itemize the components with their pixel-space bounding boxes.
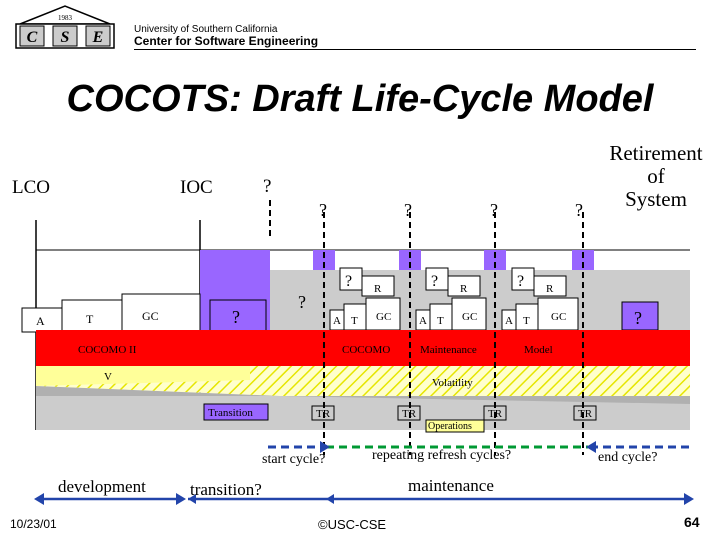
end-question: ?: [634, 308, 642, 328]
cycle-question-2: ?: [404, 200, 412, 220]
lco-label: LCO: [12, 177, 50, 198]
operations-top-slope: [36, 386, 690, 404]
footer-page-number: 64: [684, 514, 700, 530]
transition-label: Transition: [208, 407, 253, 419]
cycle-1-r-box: [361, 275, 395, 297]
cycle-3-t: T: [523, 315, 530, 327]
tr-label-4: TR: [578, 408, 593, 420]
end-cycle-label: end cycle?: [598, 450, 658, 465]
cycle-3-a: A: [505, 315, 513, 327]
model-label: Model: [524, 344, 553, 356]
logo-year: 1983: [58, 14, 73, 22]
cycle-2-a: A: [419, 315, 427, 327]
dev-box-t-label: T: [86, 312, 94, 326]
cycle-2-gc-box: [451, 297, 487, 331]
cycle-3-r-box: [533, 275, 567, 297]
cycle-1-pre-question: ?: [298, 292, 306, 312]
cycle-2-question: ?: [431, 273, 438, 290]
cycle-3-gc: GC: [551, 311, 566, 323]
volatility-label: Volatility: [432, 377, 473, 389]
repeating-cycles-label: repeating refresh cycles?: [372, 448, 512, 463]
footer-date: 10/23/01: [10, 517, 57, 531]
cycle-question-4: ?: [575, 200, 583, 220]
cycle-1-question: ?: [345, 273, 352, 290]
cycle-1-a: A: [333, 315, 341, 327]
footer-copyright: ©USC-CSE: [318, 517, 387, 532]
logo-letter-c: C: [27, 29, 38, 46]
cycle-1-gc: GC: [376, 311, 391, 323]
cycle-boxes-2: ? R A T GC: [415, 267, 487, 331]
cycle-1-t: T: [351, 315, 358, 327]
maintenance-model-label: Maintenance: [420, 344, 477, 356]
retirement-line-3: System: [625, 187, 687, 211]
operations-label: Operations: [428, 421, 472, 432]
cycle-boxes-1: ? ? R A T GC: [298, 267, 401, 331]
cycle-2-r: R: [460, 283, 468, 295]
ioc-label: IOC: [180, 177, 213, 198]
start-cycle-label: start cycle?: [262, 452, 326, 467]
logo-letter-s: S: [61, 29, 70, 46]
cse-logo: C S E 1983: [10, 4, 120, 50]
dev-box-a-label: A: [36, 314, 45, 328]
development-label: development: [58, 477, 146, 496]
cycle-question-1: ?: [319, 200, 327, 220]
tr-box-4: [573, 405, 597, 421]
operations-band: [36, 396, 690, 430]
operations-box: [425, 419, 485, 433]
cycle-3-question: ?: [517, 273, 524, 290]
retirement-label: Retirement of System: [596, 142, 716, 211]
cycle-1-r: R: [374, 283, 382, 295]
v-label: V: [104, 371, 112, 383]
cycle-3-gc-box: [537, 297, 579, 331]
retirement-line-1: Retirement: [609, 141, 703, 165]
transition-box: [203, 403, 269, 421]
header-divider: [134, 49, 696, 50]
transition-question-box: [209, 299, 267, 333]
cse-logo-graphic: C S E 1983: [15, 5, 115, 49]
cycle-3-r: R: [546, 283, 554, 295]
end-question-box: [621, 301, 659, 331]
transition-question-text: ?: [232, 307, 240, 327]
cycle-2-r-box: [447, 275, 481, 297]
center-name: Center for Software Engineering: [134, 34, 319, 48]
volatility-band-solid: [36, 366, 250, 386]
dev-box-gc-label: GC: [142, 309, 159, 323]
cycle-1-gc-box: [365, 297, 401, 331]
cocomo-band: [36, 330, 690, 366]
cocomo-ii-label: COCOMO II: [78, 344, 137, 356]
dev-box-gc: [121, 293, 201, 333]
university-name: University of Southern California: [134, 24, 278, 35]
cycle-2-t: T: [437, 315, 444, 327]
dev-box-a: [21, 307, 63, 333]
cocomo-label: COCOMO: [342, 344, 390, 356]
maintenance-label: maintenance: [408, 476, 494, 495]
cycle-question-3: ?: [490, 200, 498, 220]
cycle-2-gc: GC: [462, 311, 477, 323]
page-title: COCOTS: Draft Life-Cycle Model: [66, 78, 654, 120]
transition-q-label: transition?: [190, 480, 262, 499]
ioc-question: ?: [263, 176, 272, 197]
retirement-line-2: of: [647, 164, 665, 188]
logo-letter-e: E: [92, 29, 104, 46]
